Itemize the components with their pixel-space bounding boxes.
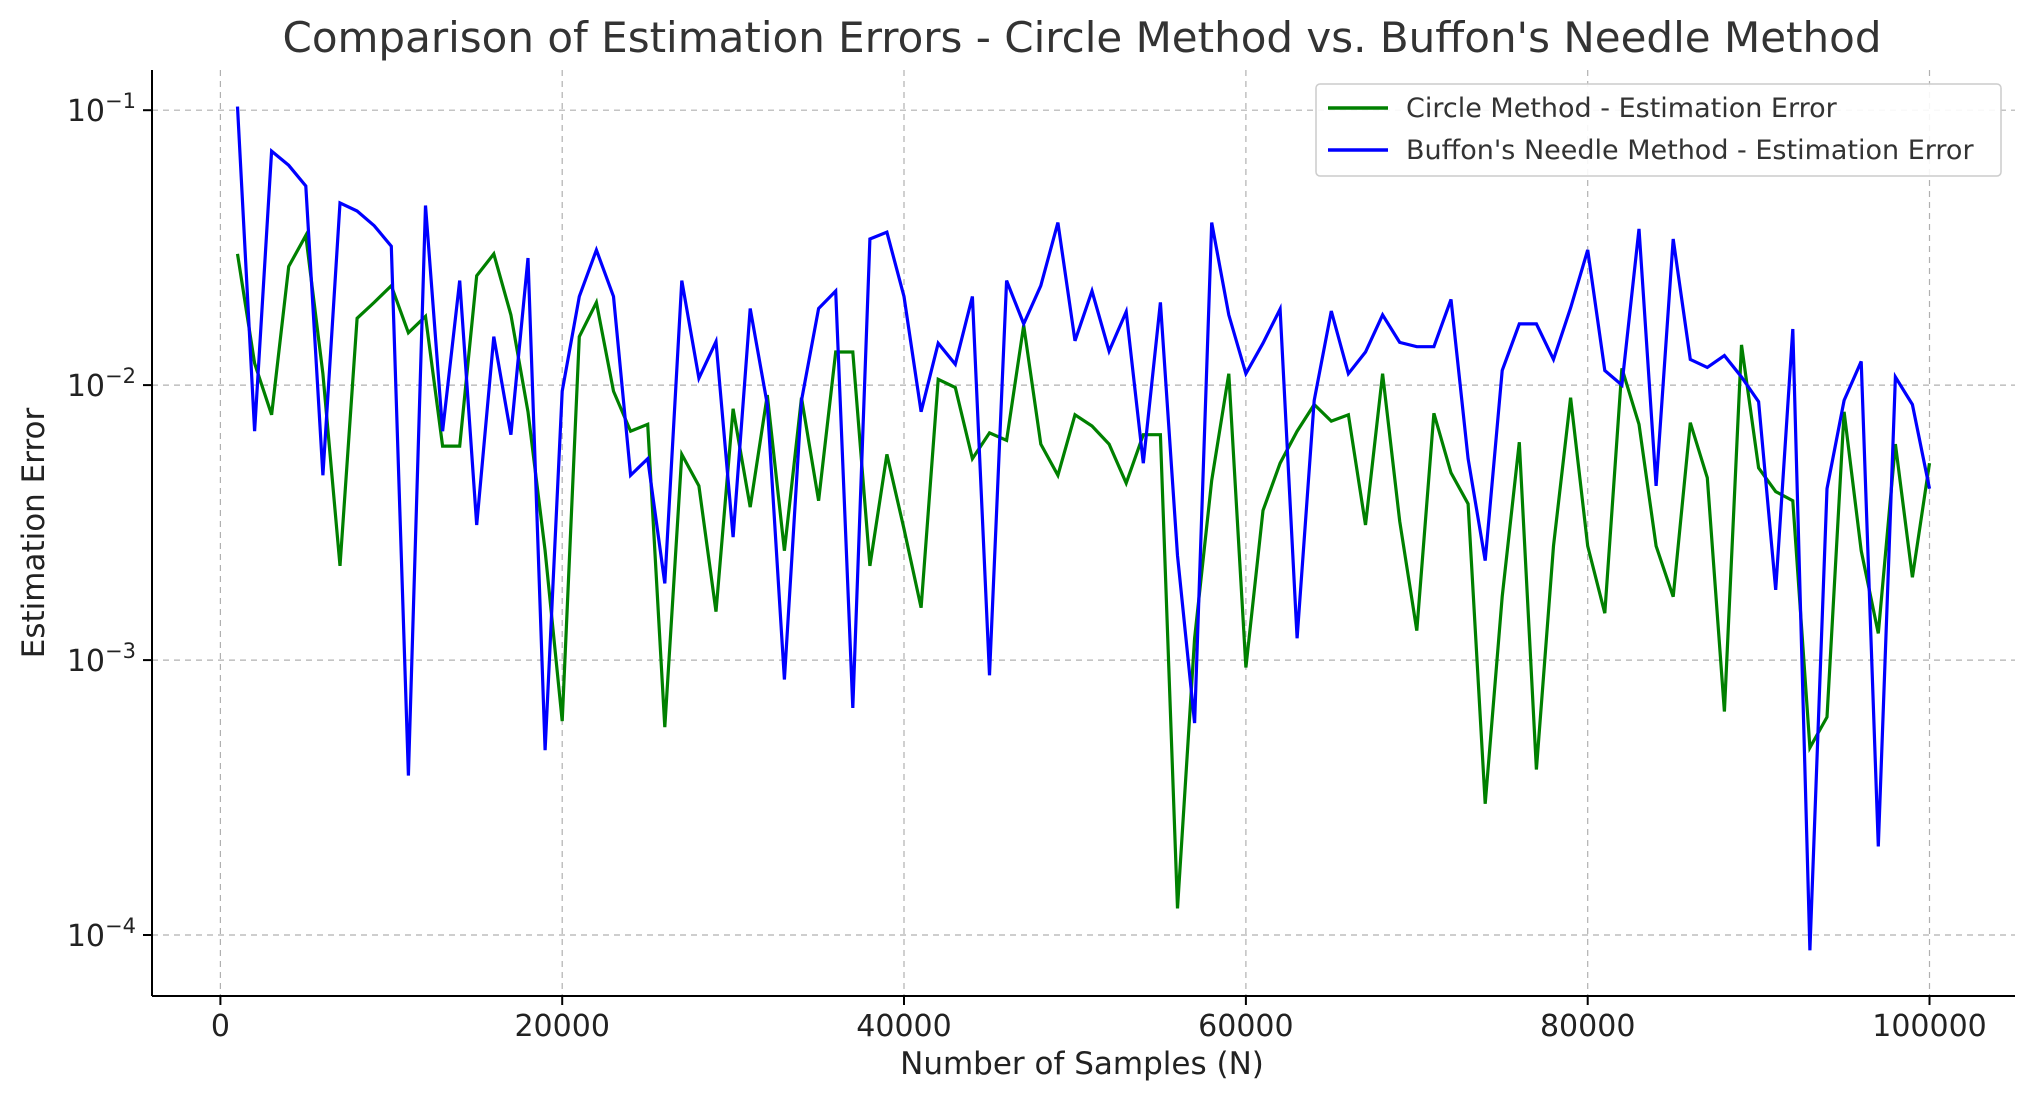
x-tick-label: 40000 [856, 1009, 951, 1044]
grid [152, 70, 2015, 996]
legend: Circle Method - Estimation Error Buffon'… [1315, 83, 2002, 177]
y-tick-label: 10−3 [67, 639, 136, 679]
y-tick-label: 10−4 [67, 914, 136, 954]
x-tick-label: 20000 [514, 1009, 609, 1044]
y-tick-label: 10−1 [67, 89, 136, 129]
y-ticks: 10−1 10−2 10−3 10−4 [67, 89, 152, 954]
series-layer [235, 106, 1932, 951]
y-axis-label: Estimation Error [16, 407, 52, 658]
buffon-needle-line [235, 106, 1932, 951]
y-tick-label: 10−2 [67, 364, 136, 404]
x-ticks: 0 20000 40000 60000 80000 100000 [211, 996, 1987, 1044]
x-tick-label: 80000 [1540, 1009, 1635, 1044]
x-axis-label: Number of Samples (N) [900, 1046, 1264, 1082]
x-tick-label: 100000 [1872, 1009, 1987, 1044]
x-tick-label: 0 [211, 1009, 230, 1044]
legend-label-buffon: Buffon's Needle Method - Estimation Erro… [1406, 135, 1974, 166]
circle-method-line [235, 230, 1932, 909]
legend-label-circle: Circle Method - Estimation Error [1406, 93, 1838, 124]
x-tick-label: 60000 [1198, 1009, 1293, 1044]
axes [151, 70, 2015, 997]
legend-frame [1315, 83, 2002, 177]
chart-title: Comparison of Estimation Errors - Circle… [283, 13, 1882, 62]
